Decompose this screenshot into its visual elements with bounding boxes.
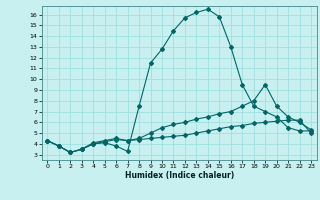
X-axis label: Humidex (Indice chaleur): Humidex (Indice chaleur) xyxy=(124,171,234,180)
